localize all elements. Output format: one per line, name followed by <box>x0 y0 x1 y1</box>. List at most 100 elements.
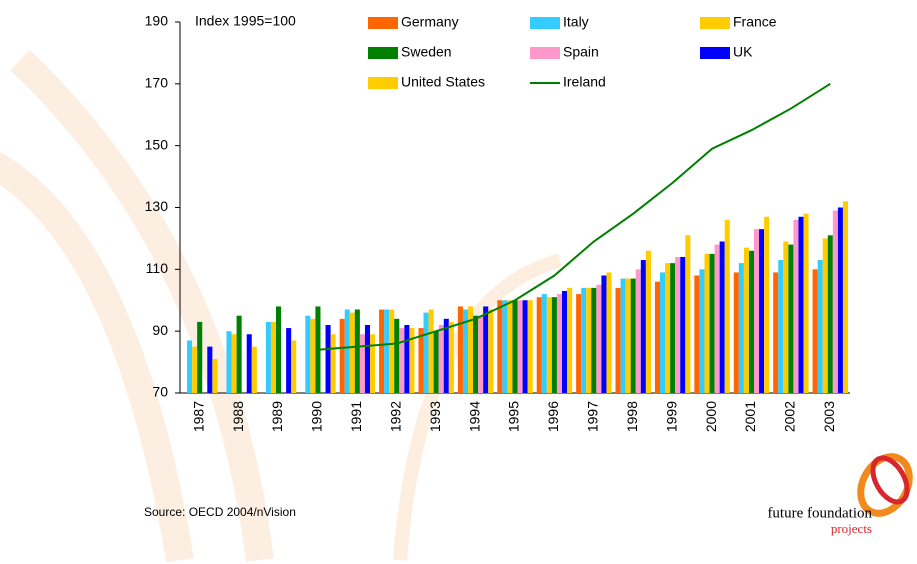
bar <box>743 247 749 393</box>
x-tick-label: 2002 <box>782 401 798 432</box>
bar <box>812 269 818 393</box>
bar <box>251 346 257 393</box>
bar <box>822 238 828 393</box>
bar <box>483 306 489 393</box>
y-tick-label: 170 <box>145 75 169 91</box>
bar <box>748 250 754 393</box>
bar <box>488 309 494 393</box>
legend-swatch <box>368 47 398 59</box>
bar <box>325 324 331 393</box>
bar <box>197 321 203 393</box>
bar <box>733 272 739 393</box>
legend-label: Italy <box>563 14 589 30</box>
bar <box>236 315 242 393</box>
bar <box>344 309 350 393</box>
bar <box>759 229 765 393</box>
bar <box>630 278 636 393</box>
legend-label: Germany <box>401 14 459 30</box>
x-tick-label: 1992 <box>387 401 403 432</box>
bar <box>379 309 385 393</box>
legend-swatch <box>368 77 398 89</box>
bar <box>286 328 292 393</box>
bar <box>685 235 691 393</box>
bar <box>551 297 557 393</box>
bar <box>370 334 376 393</box>
line <box>317 82 831 351</box>
bar <box>433 331 439 393</box>
bar <box>680 256 686 393</box>
bar <box>541 294 547 393</box>
x-tick-label: 1991 <box>348 401 364 432</box>
bar <box>738 263 744 393</box>
bar <box>418 328 424 393</box>
x-tick-label: 1990 <box>309 401 325 432</box>
bar <box>507 300 513 393</box>
legend-label: Sweden <box>401 44 452 60</box>
bar <box>817 260 823 393</box>
bar <box>364 324 370 393</box>
bar <box>502 300 508 393</box>
bar <box>827 235 833 393</box>
y-tick-label: 90 <box>152 322 168 338</box>
x-tick-label: 1997 <box>585 401 601 432</box>
bar <box>670 263 676 393</box>
bar <box>704 253 710 393</box>
y-tick-label: 70 <box>152 384 168 400</box>
bar <box>473 315 479 393</box>
bar <box>620 278 626 393</box>
bar <box>207 346 213 393</box>
bar <box>719 241 725 393</box>
bar <box>660 272 666 393</box>
swirl <box>0 152 194 563</box>
logo-ring <box>870 455 910 505</box>
bar <box>562 290 568 393</box>
bar <box>837 207 843 393</box>
bar <box>783 241 789 393</box>
legend-label: France <box>733 14 777 30</box>
bar <box>803 213 809 393</box>
bar <box>305 315 311 393</box>
bar <box>187 340 193 393</box>
bar <box>567 287 573 393</box>
legend-swatch <box>700 17 730 29</box>
bar <box>793 219 799 393</box>
legend-label: Spain <box>563 44 599 60</box>
x-tick-label: 2003 <box>821 401 837 432</box>
bar <box>231 334 237 393</box>
bar <box>399 328 405 393</box>
bar <box>448 321 454 393</box>
x-tick-label: 1996 <box>545 401 561 432</box>
bar <box>842 201 848 393</box>
bar <box>468 306 474 393</box>
x-tick-label: 1995 <box>506 401 522 432</box>
legend-swatch <box>700 47 730 59</box>
bar <box>675 256 681 393</box>
bar <box>428 309 434 393</box>
annotation: Index 1995=100 <box>195 13 296 29</box>
bar <box>384 309 390 393</box>
bar <box>394 318 400 393</box>
bar <box>330 334 336 393</box>
bar <box>349 312 355 393</box>
bar <box>576 294 582 393</box>
legend-swatch <box>368 17 398 29</box>
bar <box>546 297 552 393</box>
swirl <box>10 49 274 562</box>
bar <box>778 260 784 393</box>
bar <box>359 334 365 393</box>
bar <box>443 318 449 393</box>
bar <box>601 275 607 393</box>
bar <box>522 300 528 393</box>
bar <box>714 244 720 393</box>
bar <box>635 269 641 393</box>
legend-label: United States <box>401 74 485 90</box>
bar <box>478 315 484 393</box>
bar <box>404 324 410 393</box>
bar <box>798 216 804 393</box>
bar <box>606 272 612 393</box>
bar <box>832 210 838 393</box>
bar <box>773 272 779 393</box>
y-tick-label: 190 <box>145 13 169 29</box>
bar <box>581 287 587 393</box>
